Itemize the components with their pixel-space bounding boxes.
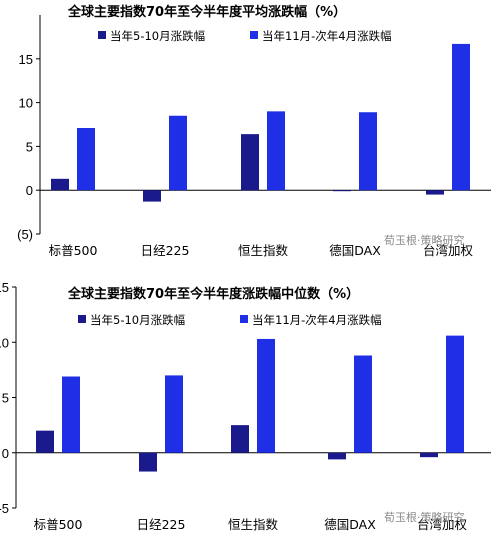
bar-series2-3 [354,355,372,453]
category-label: 恒生指数 [228,517,279,532]
y-tick-label: -5 [0,501,9,516]
bar-series2-4 [452,43,470,191]
bar-series1-4 [420,452,438,458]
category-label: 日经225 [137,517,186,532]
bar-series2-2 [267,111,285,191]
bar-series2-1 [169,115,187,191]
bar-series1-2 [241,134,259,191]
bar-series1-3 [333,190,351,192]
chart-average-change: 全球主要指数70年至今半年度平均涨跌幅（%） 当年5-10月涨跌幅 当年11月-次年… [17,4,491,258]
category-label: 标普500 [34,517,83,532]
category-label: 台湾加权 [417,517,468,532]
chart-title: 全球主要指数70年至今半年度平均涨跌幅（%） [67,4,346,20]
legend-label-1: 当年5-10月涨跌幅 [110,29,205,43]
chart-median-change: 全球主要指数70年至今半年度涨跌幅中位数（%） 当年5-10月涨跌幅 当年11月-次… [0,280,491,532]
y-tick-label: 15 [0,280,9,295]
legend-label-1: 当年5-10月涨跌幅 [90,313,185,327]
y-tick-label: 15 [19,52,33,67]
legend-swatch-1 [78,315,86,323]
category-label: 德国DAX [329,243,381,258]
bar-series2-0 [62,376,80,453]
category-label: 德国DAX [324,517,376,532]
y-tick-label: 5 [26,139,33,154]
legend-swatch-1 [98,31,106,39]
y-tick-label: 10 [0,335,9,350]
bar-series2-3 [359,112,377,191]
bar-series2-1 [165,375,183,453]
y-tick-label: 0 [2,446,9,461]
legend-swatch-2 [240,315,248,323]
watermark-text: 荀玉根·策略研究 [384,233,465,247]
legend-label-2: 当年11月-次年4月涨跌幅 [252,313,382,327]
watermark-text: 荀玉根·策略研究 [384,510,465,524]
bar-series1-1 [143,190,161,202]
bar-series2-2 [257,338,275,453]
y-tick-label: (5) [17,227,33,242]
bar-series1-0 [36,430,54,453]
category-label: 台湾加权 [423,243,474,258]
chart-title: 全球主要指数70年至今半年度涨跌幅中位数（%） [67,286,359,302]
y-tick-label: 5 [2,391,9,406]
bar-series2-4 [446,335,464,453]
bar-series1-0 [51,178,69,191]
category-label: 日经225 [141,243,190,258]
legend-swatch-2 [250,31,258,39]
category-label: 恒生指数 [238,243,289,258]
bar-series2-0 [77,128,95,191]
category-label: 标普500 [49,243,98,258]
legend-label-2: 当年11月-次年4月涨跌幅 [262,29,392,43]
bar-series1-1 [139,452,157,472]
y-tick-label: 10 [19,96,33,111]
bar-series1-2 [231,425,249,453]
y-tick-label: 0 [26,183,33,198]
bar-series1-4 [426,190,444,195]
bar-series1-3 [328,452,346,460]
